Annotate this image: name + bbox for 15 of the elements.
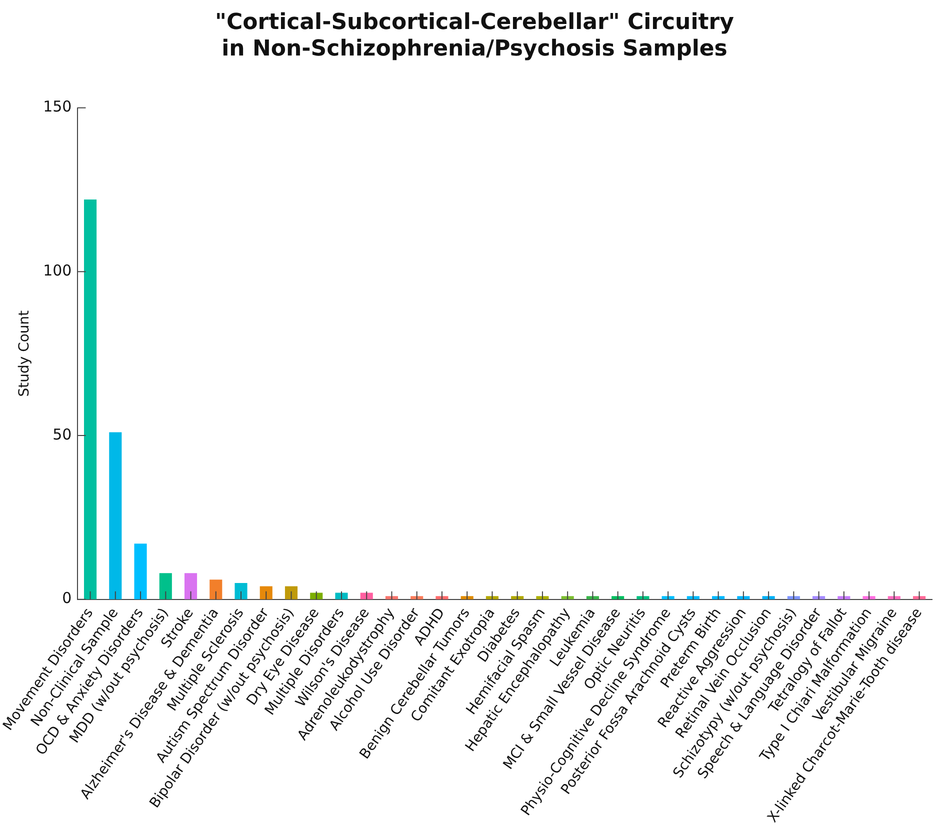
bar <box>184 573 198 600</box>
bar <box>109 432 122 600</box>
y-axis-title: Study Count <box>16 310 32 397</box>
chart-title: "Cortical-Subcortical-Cerebellar" Circuitry in Non-Schizophrenia/Psychosis Samples <box>215 10 734 62</box>
bar <box>134 544 147 600</box>
bar <box>260 586 272 600</box>
y-tick-label: 100 <box>43 262 72 280</box>
bar <box>84 200 97 600</box>
y-tick-label: 0 <box>62 589 72 608</box>
bar <box>284 586 298 600</box>
bar <box>159 573 172 600</box>
bar <box>234 582 248 600</box>
y-tick-label: 50 <box>52 425 72 444</box>
y-tick-label: 150 <box>43 98 72 116</box>
bar <box>210 580 222 600</box>
